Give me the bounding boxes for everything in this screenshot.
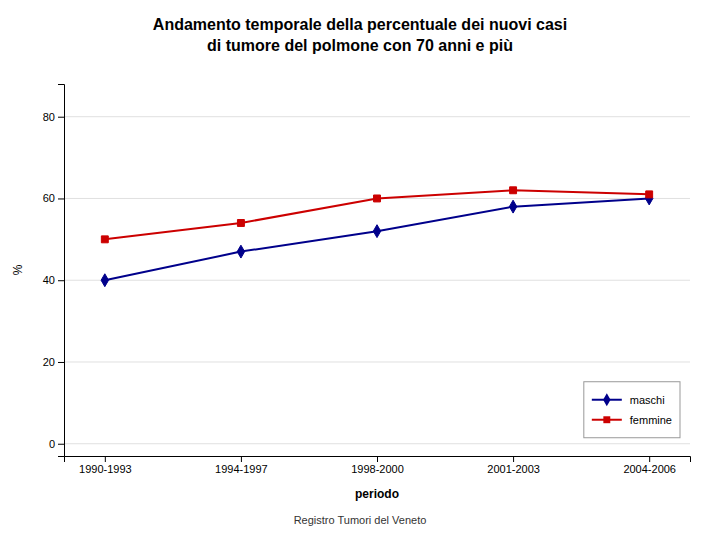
x-tick: 2001-2003 (487, 456, 540, 475)
y-tick-mark (58, 198, 64, 199)
marks (101, 187, 653, 287)
title-line: di tumore del polmone con 70 anni e più (207, 37, 513, 54)
y-tick-mark (58, 280, 64, 281)
legend: maschi femmine (584, 382, 680, 438)
x-axis-line (65, 457, 691, 463)
series-marker (510, 187, 517, 194)
series-marker (101, 274, 108, 287)
title-line: Andamento temporale della percentuale de… (153, 16, 567, 33)
y-tick-mark (58, 444, 64, 445)
y-tick: 60 (43, 192, 64, 204)
grid-line (64, 361, 690, 362)
title: Andamento temporale della percentuale de… (153, 16, 567, 54)
y-tick-label: 40 (43, 274, 55, 286)
y-tick: 40 (43, 274, 64, 286)
y-axis-line (58, 85, 65, 457)
series-marker (374, 195, 381, 202)
y-tick-label: 20 (43, 356, 55, 368)
x-tick-label: 1998-2000 (351, 463, 404, 475)
series-line (105, 190, 649, 239)
series-marker (237, 245, 244, 258)
x-tick-label: 1990-1993 (79, 463, 132, 475)
y-axis-title: % (11, 264, 25, 275)
plot: 0 20 40 60 80 1990-1993 1994-1997 1998-2000 2001… (11, 85, 691, 502)
x-tick-mark (105, 456, 106, 462)
series-line (105, 198, 649, 280)
x-tick: 1994-1997 (215, 456, 268, 475)
x-axis-title: periodo (355, 487, 399, 501)
legend-label: maschi (630, 394, 665, 406)
x-tick-label: 1994-1997 (215, 463, 268, 475)
series-marker (373, 225, 380, 238)
series-marker (101, 236, 108, 243)
series-marker (509, 200, 516, 213)
x-tick-mark (377, 456, 378, 462)
y-tick-mark (58, 362, 64, 363)
grid (64, 117, 690, 444)
y-tick-mark (58, 117, 64, 118)
x-tick: 1990-1993 (79, 456, 132, 475)
y-tick: 80 (43, 111, 64, 123)
grid-line (64, 280, 690, 281)
legend-item: maschi (592, 393, 665, 406)
x-tick-label: 2004-2006 (623, 463, 676, 475)
y-tick-label: 60 (43, 192, 55, 204)
legend-item: femmine (592, 414, 672, 426)
y-tick-label: 0 (49, 438, 55, 450)
x-axis: 1990-1993 1994-1997 1998-2000 2001-2003 2004… (65, 456, 691, 475)
y-tick: 20 (43, 356, 64, 368)
y-tick: 0 (49, 438, 64, 450)
legend-marker (603, 416, 610, 423)
x-tick-mark (241, 456, 242, 462)
grid-line (64, 116, 690, 117)
series-marker (237, 220, 244, 227)
x-tick-mark (513, 456, 514, 462)
y-tick-label: 80 (43, 111, 55, 123)
legend-box (584, 382, 680, 438)
legend-label: femmine (630, 414, 672, 426)
x-tick: 1998-2000 (351, 456, 404, 475)
series-marker (646, 191, 653, 198)
x-tick-mark (649, 456, 650, 462)
grid-line (64, 443, 690, 444)
chart: Andamento temporale della percentuale de… (0, 0, 720, 540)
x-tick: 2004-2006 (623, 456, 676, 475)
x-tick-label: 2001-2003 (487, 463, 540, 475)
y-axis: 0 20 40 60 80 (43, 85, 65, 457)
legend-marker (603, 393, 610, 406)
subtitle: Registro Tumori del Veneto (294, 514, 427, 526)
